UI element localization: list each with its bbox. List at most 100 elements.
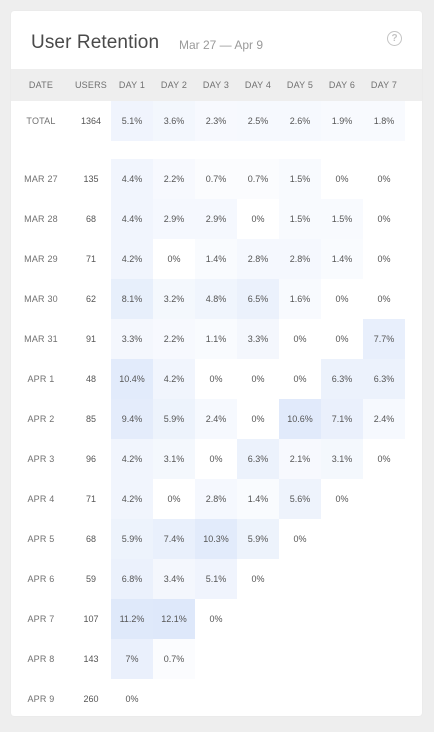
retention-cell: 1.5% — [279, 159, 321, 199]
retention-cell: 4.8% — [195, 279, 237, 319]
retention-cell: 7.7% — [363, 319, 405, 359]
retention-cell: 7% — [111, 639, 153, 679]
row-users: 135 — [83, 174, 99, 184]
row-date: APR 3 — [27, 454, 55, 464]
retention-cell: 6.3% — [237, 439, 279, 479]
retention-cell: 7.4% — [153, 519, 195, 559]
column-header-day-6: DAY 6 — [328, 80, 356, 90]
total-day-3: 2.3% — [195, 101, 237, 141]
retention-cell: 2.9% — [195, 199, 237, 239]
retention-cell: 3.1% — [321, 439, 363, 479]
row-users: 71 — [85, 494, 96, 504]
total-label: TOTAL — [26, 116, 56, 126]
row-users: 48 — [85, 374, 96, 384]
row-users: 85 — [85, 414, 96, 424]
retention-cell: 2.4% — [363, 399, 405, 439]
retention-cell: 8.1% — [111, 279, 153, 319]
row-users: 68 — [85, 534, 96, 544]
retention-cell: 2.2% — [153, 319, 195, 359]
row-date: MAR 29 — [24, 254, 58, 264]
retention-cell: 5.6% — [279, 479, 321, 519]
retention-cell: 6.5% — [237, 279, 279, 319]
row-users: 91 — [85, 334, 96, 344]
retention-cell: 2.2% — [153, 159, 195, 199]
retention-cell: 0% — [251, 214, 265, 224]
retention-card: User Retention Mar 27 — Apr 9 ? DATE USER… — [11, 11, 422, 716]
retention-cell: 2.8% — [279, 239, 321, 279]
retention-cell: 1.4% — [321, 239, 363, 279]
retention-cell: 6.3% — [363, 359, 405, 399]
total-day-7: 1.8% — [363, 101, 405, 141]
retention-cell: 4.4% — [111, 159, 153, 199]
row-date: MAR 27 — [24, 174, 58, 184]
retention-cell: 0% — [377, 254, 391, 264]
retention-cell: 3.1% — [153, 439, 195, 479]
retention-cell: 0% — [335, 174, 349, 184]
retention-cell: 3.3% — [111, 319, 153, 359]
retention-cell: 5.1% — [195, 559, 237, 599]
column-header-users: USERS — [74, 80, 107, 90]
row-date: APR 9 — [27, 694, 55, 704]
card-header: User Retention Mar 27 — Apr 9 ? — [11, 11, 422, 69]
retention-cell: 0% — [377, 174, 391, 184]
retention-cell: 4.2% — [153, 359, 195, 399]
retention-cell: 1.6% — [279, 279, 321, 319]
total-day-5: 2.6% — [279, 101, 321, 141]
retention-cell: 6.3% — [321, 359, 363, 399]
retention-cell: 4.4% — [111, 199, 153, 239]
retention-cell: 0% — [377, 294, 391, 304]
retention-cell: 0% — [335, 334, 349, 344]
row-date: APR 6 — [27, 574, 55, 584]
date-range: Mar 27 — Apr 9 — [179, 38, 264, 52]
row-date: APR 4 — [27, 494, 55, 504]
retention-cell: 2.8% — [237, 239, 279, 279]
total-day-2: 3.6% — [153, 101, 195, 141]
row-date: APR 8 — [27, 654, 55, 664]
row-date: APR 2 — [27, 414, 55, 424]
column-header-day-1: DAY 1 — [118, 80, 146, 90]
retention-cell: 4.2% — [111, 439, 153, 479]
retention-cell: 5.9% — [237, 519, 279, 559]
retention-cell: 0% — [209, 614, 223, 624]
question-circle-icon[interactable]: ? — [387, 31, 402, 46]
retention-cell: 2.1% — [279, 439, 321, 479]
retention-cell: 2.8% — [195, 479, 237, 519]
total-users: 1364 — [80, 116, 102, 126]
retention-cell: 0% — [209, 454, 223, 464]
retention-cell: 6.8% — [111, 559, 153, 599]
row-date: APR 7 — [27, 614, 55, 624]
card-title: User Retention — [31, 32, 160, 53]
row-users: 143 — [83, 654, 99, 664]
retention-cell: 0.7% — [163, 654, 185, 664]
row-users: 260 — [83, 694, 99, 704]
retention-cell: 0% — [335, 294, 349, 304]
row-users: 68 — [85, 214, 96, 224]
column-header-day-5: DAY 5 — [286, 80, 314, 90]
column-header-day-7: DAY 7 — [370, 80, 398, 90]
column-header-day-2: DAY 2 — [160, 80, 188, 90]
column-header-day-3: DAY 3 — [202, 80, 230, 90]
retention-cell: 0% — [293, 534, 307, 544]
retention-cell: 0% — [167, 254, 181, 264]
retention-cell: 0.7% — [247, 174, 269, 184]
retention-cell: 1.4% — [195, 239, 237, 279]
retention-cell: 4.2% — [111, 239, 153, 279]
retention-cell: 9.4% — [111, 399, 153, 439]
table-header: DATE USERS DAY 1 DAY 2 DAY 3 DAY 4 DAY 5 DAY 6 D… — [11, 69, 422, 101]
retention-cell: 1.5% — [279, 199, 321, 239]
retention-cell: 0% — [377, 454, 391, 464]
retention-cell: 5.9% — [111, 519, 153, 559]
row-users: 59 — [85, 574, 96, 584]
row-users: 62 — [85, 294, 96, 304]
column-header-day-4: DAY 4 — [244, 80, 272, 90]
row-date: MAR 28 — [24, 214, 58, 224]
row-users: 71 — [85, 254, 96, 264]
column-header-date: DATE — [28, 80, 54, 90]
retention-cell: 1.4% — [237, 479, 279, 519]
retention-cell: 0% — [335, 494, 349, 504]
retention-cell: 0% — [377, 214, 391, 224]
retention-cell: 0% — [293, 374, 307, 384]
total-day-1: 5.1% — [111, 101, 153, 141]
retention-cell: 3.2% — [153, 279, 195, 319]
retention-cell: 0% — [125, 694, 139, 704]
